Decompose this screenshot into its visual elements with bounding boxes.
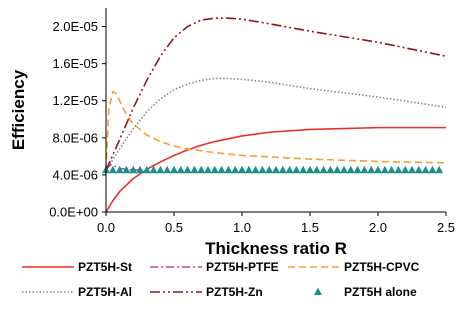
series-pzt5h-alone-marker bbox=[265, 165, 274, 174]
series-pzt5h-alone-marker bbox=[319, 165, 328, 174]
series-pzt5h-alone-marker bbox=[217, 165, 226, 174]
series-pzt5h-alone-marker bbox=[374, 165, 382, 174]
series-pzt5h-alone-marker bbox=[333, 165, 342, 174]
y-tick-label: 1.2E-05 bbox=[52, 93, 98, 108]
series-pzt5h-zn-line bbox=[105, 17, 447, 171]
series-pzt5h-alone-marker bbox=[108, 165, 117, 174]
series-pzt5h-alone-marker bbox=[176, 165, 185, 174]
x-tick-label: 0.5 bbox=[165, 220, 183, 235]
series-pzt5h-alone-marker bbox=[258, 165, 267, 174]
series-pzt5h-alone-marker bbox=[197, 165, 206, 174]
series-pzt5h-alone-marker bbox=[231, 165, 240, 174]
series-pzt5h-alone-marker bbox=[387, 165, 396, 174]
series-pzt5h-alone-marker bbox=[367, 165, 376, 174]
axis-ticks: 0.0E+00 4.0E-06 8.0E-06 1.2E-05 1.6E-05 2.0E-… bbox=[49, 19, 455, 235]
series-pzt5h-alone-marker bbox=[394, 165, 403, 174]
series-pzt5h-alone-marker bbox=[340, 165, 348, 174]
y-axis-title: Efficiency bbox=[9, 69, 28, 150]
x-axis-title: Thickness ratio R bbox=[205, 239, 347, 258]
series-pzt5h-alone-marker bbox=[401, 165, 410, 174]
series-pzt5h-alone-marker bbox=[326, 165, 335, 174]
series-pzt5h-st-line bbox=[105, 126, 446, 213]
series-pzt5h-alone-marker bbox=[122, 165, 131, 174]
series-pzt5h-alone-marker bbox=[129, 165, 138, 174]
series-pzt5h-al-line bbox=[105, 77, 447, 171]
series-pzt5h-alone-marker bbox=[136, 165, 144, 174]
axes bbox=[105, 8, 446, 213]
series-pzt5h-alone-marker bbox=[190, 165, 199, 174]
series-pzt5h-alone-marker bbox=[312, 165, 321, 174]
y-tick-label: 1.6E-05 bbox=[52, 56, 98, 71]
series-pzt5h-alone-marker bbox=[238, 165, 246, 174]
legend-pzt5h-zn-label: PZT5H-Zn bbox=[206, 285, 263, 299]
series-pzt5h-alone-marker bbox=[142, 165, 151, 174]
series-pzt5h-alone-marker bbox=[408, 165, 416, 174]
y-tick-label: 2.0E-05 bbox=[52, 19, 98, 34]
series-pzt5h-alone-marker bbox=[272, 165, 280, 174]
series-pzt5h-alone-marker bbox=[170, 165, 178, 174]
series-pzt5h-cpvc-line bbox=[105, 90, 447, 171]
series-pzt5h-alone-marker bbox=[224, 165, 233, 174]
legend-pzt5h-alone-label: PZT5H alone bbox=[344, 285, 417, 299]
legend-pzt5h-alone-swatch bbox=[314, 287, 322, 295]
series-pzt5h-alone-marker bbox=[414, 165, 423, 174]
series-pzt5h-alone-marker bbox=[244, 165, 253, 174]
legend-pzt5h-cpvc-label: PZT5H-CPVC bbox=[344, 260, 420, 274]
series-pzt5h-alone-marker bbox=[156, 165, 165, 174]
y-tick-label: 8.0E-06 bbox=[52, 130, 98, 145]
y-tick-label: 0.0E+00 bbox=[49, 205, 98, 220]
series-pzt5h-alone-marker bbox=[306, 165, 314, 174]
legend-pzt5h-st-label: PZT5H-St bbox=[78, 260, 132, 274]
series-pzt5h-alone-marker bbox=[346, 165, 355, 174]
x-tick-label: 2.5 bbox=[437, 220, 455, 235]
x-tick-label: 2.0 bbox=[369, 220, 387, 235]
series-pzt5h-alone-marker bbox=[292, 165, 301, 174]
series-pzt5h-alone-marker bbox=[353, 165, 362, 174]
series-pzt5h-alone-marker bbox=[251, 165, 260, 174]
series-pzt5h-alone-marker bbox=[360, 165, 369, 174]
series-pzt5h-alone-marker bbox=[278, 165, 287, 174]
series-pzt5h-alone-marker bbox=[435, 165, 444, 174]
series-pzt5h-alone-marker bbox=[210, 165, 219, 174]
x-tick-label: 0.0 bbox=[97, 220, 115, 235]
legend: PZT5H-St PZT5H-PTFE PZT5H-CPVC PZT5H-Al PZT5… bbox=[22, 260, 420, 299]
y-tick-label: 4.0E-06 bbox=[52, 167, 98, 182]
legend-pzt5h-ptfe-label: PZT5H-PTFE bbox=[206, 260, 279, 274]
series-pzt5h-ptfe-line bbox=[105, 163, 147, 172]
series-pzt5h-alone-marker bbox=[115, 165, 124, 174]
series-pzt5h-alone-marker bbox=[428, 165, 437, 174]
legend-pzt5h-al-label: PZT5H-Al bbox=[78, 285, 132, 299]
series-pzt5h-alone-marker bbox=[380, 165, 389, 174]
series-pzt5h-alone-marker bbox=[183, 165, 192, 174]
series-pzt5h-alone-marker bbox=[299, 165, 308, 174]
plot-area bbox=[102, 17, 447, 213]
series-pzt5h-alone-marker bbox=[163, 165, 172, 174]
x-tick-label: 1.0 bbox=[233, 220, 251, 235]
series-pzt5h-alone-marker bbox=[149, 165, 158, 174]
x-tick-label: 1.5 bbox=[301, 220, 319, 235]
series-pzt5h-alone-marker bbox=[204, 165, 212, 174]
series-pzt5h-alone-marker bbox=[285, 165, 294, 174]
series-pzt5h-alone-marker bbox=[421, 165, 430, 174]
